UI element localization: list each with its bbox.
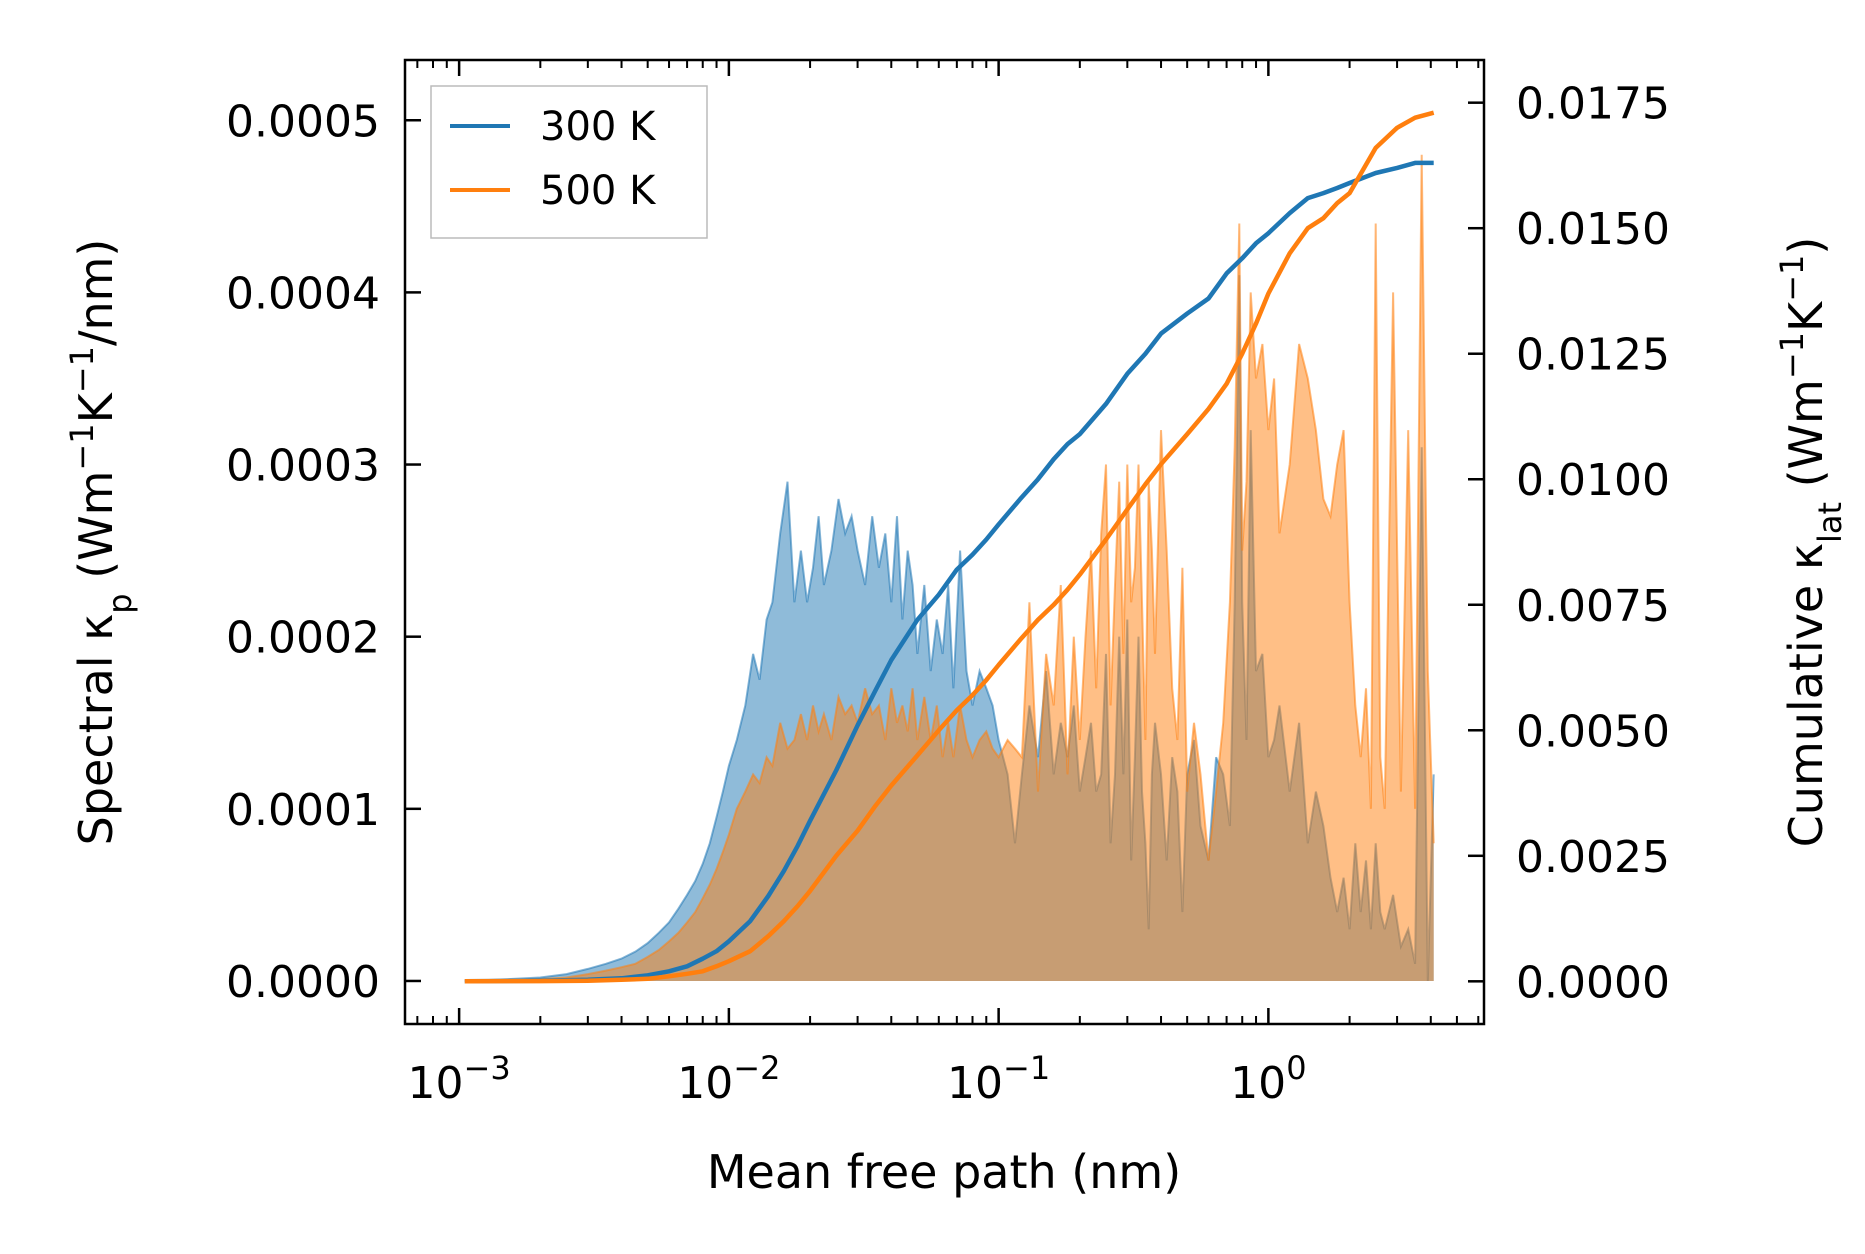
y-left-tick-label: 0.0000: [226, 957, 380, 1008]
y-left-title-sup2: −1: [63, 346, 101, 393]
axis-ticks: [405, 60, 1484, 1024]
y-right-tick-label: 0.0125: [1516, 330, 1670, 381]
cumulative-line-300k: [464, 160, 1434, 984]
cumulative-lines: [464, 110, 1435, 984]
y-right-tick-label: 0.0025: [1516, 832, 1670, 883]
legend-label-300k: 300 K: [540, 104, 657, 150]
tick-labels: 10−3 10−2 10−1 100 0.0000 0.0001 0.0002 0.0003 0…: [226, 79, 1670, 1109]
spectral-areas: [464, 154, 1435, 982]
cumulative-line-500k: [464, 110, 1435, 984]
y-right-tick-label: 0.0100: [1516, 455, 1670, 506]
y-right-tick-label: 0.0075: [1516, 581, 1670, 632]
y-left-tick-label: 0.0002: [226, 613, 380, 664]
x-tick-label: 100: [1230, 1049, 1306, 1109]
y-right-title-part4: ): [1779, 237, 1833, 255]
y-left-title-part1: Spectral κ: [69, 614, 123, 846]
y-left-title-sup1: −1: [63, 423, 101, 470]
y-left-tick-label: 0.0001: [226, 785, 380, 836]
y-right-tick-label: 0.0150: [1516, 204, 1670, 255]
legend: 300 K 500 K: [430, 85, 708, 239]
y-left-title-part4: /nm): [69, 239, 123, 346]
y-right-title-sup1: −1: [1773, 332, 1811, 379]
y-right-title-sub: lat: [1811, 502, 1849, 543]
y-right-tick-label: 0.0175: [1516, 79, 1670, 130]
y-left-title-part3: K: [69, 391, 123, 423]
x-tick-label: 10−1: [947, 1049, 1050, 1109]
spectral-outline-500k: [464, 154, 1435, 982]
plot-frame: [403, 58, 1486, 1026]
y-right-title-part1: Cumulative κ: [1779, 543, 1833, 847]
y-axis-left-title: Spectral κp (Wm−1K−1/nm): [63, 239, 139, 846]
y-left-tick-label: 0.0003: [226, 441, 380, 492]
svg-text:Cumulative κlat (Wm−1K−1): Cumulative κlat (Wm−1K−1): [1773, 237, 1849, 848]
y-axis-right-title: Cumulative κlat (Wm−1K−1): [1773, 237, 1849, 848]
y-left-title-sub: p: [101, 593, 139, 613]
svg-text:Spectral κp (Wm−1K−1/nm): Spectral κp (Wm−1K−1/nm): [63, 239, 139, 846]
x-tick-label: 10−2: [677, 1049, 780, 1109]
y-right-tick-label: 0.0050: [1516, 706, 1670, 757]
y-left-tick-label: 0.0004: [226, 268, 380, 319]
spectral-area-500k: [464, 154, 1434, 981]
x-axis-title: Mean free path (nm): [707, 1145, 1181, 1199]
x-tick-label: 10−3: [408, 1049, 511, 1109]
plot-area: [464, 110, 1435, 984]
y-right-tick-label: 0.0000: [1516, 957, 1670, 1008]
y-left-title-part2: (Wm: [69, 471, 123, 594]
legend-label-500k: 500 K: [540, 168, 657, 214]
legend-box: [430, 85, 708, 239]
y-right-title-part3: K: [1779, 300, 1833, 332]
y-left-tick-label: 0.0005: [226, 96, 380, 147]
y-right-title-sup2: −1: [1773, 255, 1811, 302]
y-right-title-part2: (Wm: [1779, 379, 1833, 502]
